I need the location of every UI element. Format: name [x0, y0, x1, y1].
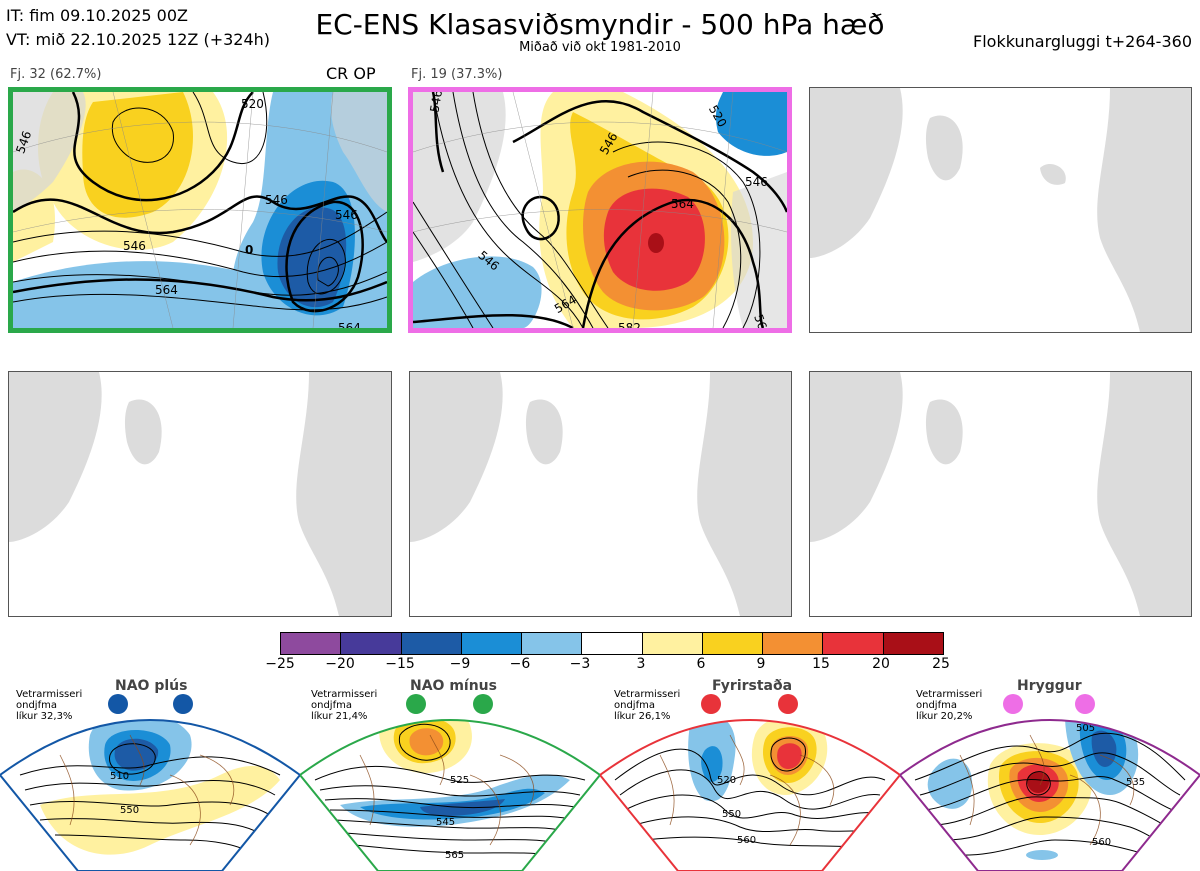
colorbar-tick: −6	[509, 656, 531, 672]
contour-label: 560	[1092, 837, 1111, 848]
colorbar-swatch	[582, 633, 643, 654]
regime-1-dot-left	[108, 694, 128, 714]
colorbar-tick: 3	[636, 656, 646, 672]
contour-label: 546	[335, 208, 358, 222]
regime-4-note: Vetrarmisseri ondjfma líkur 20,2%	[916, 689, 983, 722]
empty-cluster-map-6	[809, 371, 1192, 617]
contour-label: 545	[436, 817, 455, 828]
contour-label: 564	[671, 197, 694, 211]
cluster-2-label: Fj. 19 (37.3%)	[411, 67, 503, 82]
regime-2-map: 525 545 565	[300, 719, 600, 871]
contour-label: 535	[1126, 777, 1145, 788]
regime-3-map: 520 550 560	[600, 719, 900, 871]
empty-cluster-map-4	[8, 371, 392, 617]
colorbar-swatch	[763, 633, 824, 654]
page-title: EC-ENS Klasasviðsmyndir - 500 hPa hæð	[315, 8, 885, 41]
colorbar-tick: −3	[569, 656, 591, 672]
page-subtitle: Miðað við okt 1981-2010	[519, 40, 681, 55]
contour-label: 520	[241, 97, 264, 111]
contour-label: 510	[110, 771, 129, 782]
contour-label: 546	[265, 193, 288, 207]
colorbar-swatch	[883, 633, 943, 654]
colorbar-swatch	[341, 633, 402, 654]
colorbar-tick: 25	[932, 656, 950, 672]
colorbar-swatch	[461, 633, 523, 654]
contour-label: 525	[450, 775, 469, 786]
regime-4-dot-right	[1075, 694, 1095, 714]
regime-4-dot-left	[1003, 694, 1023, 714]
regime-2-dot-right	[473, 694, 493, 714]
greenland-land	[13, 92, 86, 212]
contour-label: 550	[722, 809, 741, 820]
contour-label: 582	[618, 321, 641, 328]
contour-label: 546	[745, 175, 768, 189]
regime-1-title: NAO plús	[115, 678, 188, 694]
contour-label: 550	[120, 805, 139, 816]
colorbar-tick: −9	[449, 656, 471, 672]
regime-4-map: 505 535 560	[900, 719, 1200, 871]
empty-cluster-map-3	[809, 87, 1192, 333]
colorbar-tick: 20	[872, 656, 890, 672]
contour-label: 560	[737, 835, 756, 846]
colorbar-tick: −25	[265, 656, 295, 672]
cluster-2-map[interactable]: 546 520 546 564 546 546 564 582 564	[408, 87, 792, 333]
cluster-2-field: 546 520 546 564 546 546 564 582 564	[413, 92, 787, 328]
colorbar-tick: 6	[696, 656, 706, 672]
cluster-1-map[interactable]: 546 520 546 546 564 564 546 0	[8, 87, 392, 333]
colorbar-tick: 15	[812, 656, 830, 672]
europe-land	[331, 92, 387, 212]
colorbar-swatch	[522, 633, 583, 654]
regime-3-note: Vetrarmisseri ondjfma líkur 26,1%	[614, 689, 681, 722]
colorbar-swatch	[702, 633, 764, 654]
regime-2-dot-left	[406, 694, 426, 714]
contour-label: 565	[445, 850, 464, 861]
positive-anomaly-core	[82, 92, 193, 218]
greenland-land	[413, 92, 506, 262]
regime-2-note: Vetrarmisseri ondjfma líkur 21,4%	[311, 689, 378, 722]
contour-label: 0	[245, 243, 253, 257]
colorbar-swatch	[401, 633, 462, 654]
regime-1-dot-right	[173, 694, 193, 714]
classification-window: Flokkunargluggi t+264-360	[973, 32, 1192, 51]
colorbar-tick: −20	[325, 656, 355, 672]
cluster-1-tags: CR OP	[326, 64, 376, 83]
contour-label: 546	[427, 92, 445, 114]
negative-anomaly-sw	[413, 256, 542, 328]
cluster-1-label: Fj. 32 (62.7%)	[10, 67, 102, 82]
regime-1-note: Vetrarmisseri ondjfma líkur 32,3%	[16, 689, 83, 722]
anomaly-colorbar	[280, 632, 944, 655]
valid-time: VT: mið 22.10.2025 12Z (+324h)	[6, 30, 271, 49]
contour-label: 564	[155, 283, 178, 297]
colorbar-tick: 9	[756, 656, 766, 672]
cluster-1-field: 546 520 546 546 564 564 546 0	[13, 92, 387, 328]
contour-label: 505	[1076, 723, 1095, 734]
europe-land	[731, 172, 787, 328]
regime-3-dot-left	[701, 694, 721, 714]
positive-anomaly-peak	[648, 233, 664, 253]
regime-3-dot-right	[778, 694, 798, 714]
colorbar-swatch	[642, 633, 703, 654]
regime-3-frame	[600, 719, 900, 871]
regime-3-title: Fyrirstaða	[712, 678, 793, 694]
regime-2-title: NAO mínus	[410, 678, 497, 694]
empty-cluster-map-5	[409, 371, 792, 617]
regime-1-map: 510 550	[0, 719, 300, 871]
initial-time: IT: fim 09.10.2025 00Z	[6, 6, 188, 25]
contour-label: 520	[717, 775, 736, 786]
colorbar-swatch	[281, 633, 342, 654]
colorbar-swatch	[823, 633, 884, 654]
colorbar-tick: −15	[385, 656, 415, 672]
contour-label: 546	[123, 239, 146, 253]
negative-anomaly-ne	[715, 92, 787, 156]
contour-label: 564	[338, 321, 361, 328]
regime-4-title: Hryggur	[1017, 678, 1082, 694]
